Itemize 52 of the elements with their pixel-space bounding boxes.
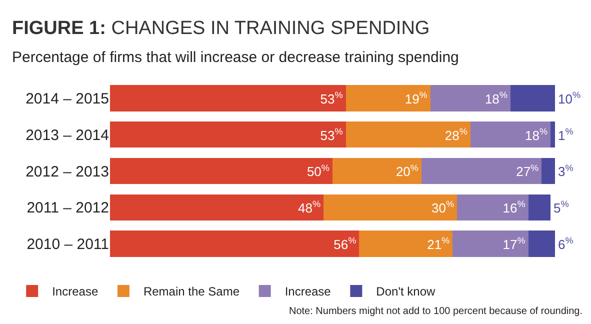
data-label: 18$^{%}$ [484, 90, 508, 106]
data-label: 53$^{%}$ [320, 90, 343, 106]
bar [528, 194, 551, 220]
legend-label: Increase [284, 284, 332, 299]
bar [452, 230, 528, 257]
bar [528, 230, 555, 257]
data-label: 56$^{%}$ [334, 236, 356, 252]
data-label: 1$^{%}$ [558, 126, 574, 143]
y-tick-label: 2011 – 2012 [26, 200, 109, 217]
bar [346, 85, 430, 112]
data-label: 53$^{%}$ [320, 126, 343, 143]
bar [510, 85, 555, 112]
y-tick-label: 2010 – 2011 [26, 236, 109, 254]
bar [110, 230, 360, 257]
data-label: 48$^{%}$ [298, 199, 321, 216]
bar [110, 85, 346, 112]
bar [422, 158, 542, 184]
chart-title: FIGURE 1: CHANGES IN TRAINING SPENDING [12, 18, 430, 39]
data-label: 5$^{%}$ [554, 199, 569, 216]
data-label: 10$^{%}$ [558, 90, 581, 106]
bar [470, 122, 551, 148]
data-label: 19$^{%}$ [404, 90, 428, 106]
data-label: 21$^{%}$ [427, 236, 450, 252]
data-label: 6$^{%}$ [558, 236, 574, 252]
data-label: 16$^{%}$ [502, 199, 526, 216]
data-label: 27$^{%}$ [516, 162, 539, 180]
legend-label: Don't know [376, 284, 436, 299]
bar [550, 122, 555, 148]
bar [346, 122, 470, 148]
data-label: 20$^{%}$ [396, 162, 418, 180]
bar [110, 194, 324, 220]
data-label: 50$^{%}$ [306, 162, 330, 180]
bar [542, 158, 555, 184]
bar [359, 230, 453, 257]
data-label: 3$^{%}$ [558, 162, 574, 180]
text: Note: Numbers might not add to 100 percent because of rounding. [289, 306, 583, 317]
y-tick-label: 2014 – 2015 [26, 90, 109, 108]
bar [110, 122, 346, 148]
data-label: 17$^{%}$ [502, 236, 526, 252]
legend-label: Increase [52, 284, 98, 299]
bar [332, 158, 422, 184]
legend-label: Remain the Same [143, 284, 240, 299]
data-label: 28$^{%}$ [444, 126, 468, 143]
data-label: 18$^{%}$ [524, 126, 548, 143]
chart-subtitle: Percentage of firms that will increase or decrease training spending [12, 49, 459, 66]
bar [110, 158, 332, 184]
bar [430, 85, 510, 112]
bar [457, 194, 528, 220]
bar [324, 194, 458, 220]
y-tick-label: 2012 – 2013 [26, 163, 109, 180]
data-label: 30$^{%}$ [432, 199, 454, 216]
y-tick-label: 2013 – 2014 [26, 126, 109, 144]
